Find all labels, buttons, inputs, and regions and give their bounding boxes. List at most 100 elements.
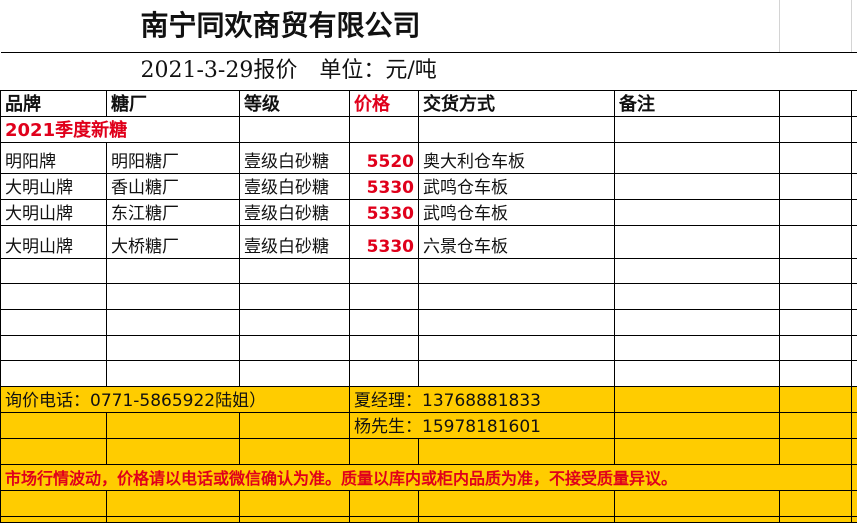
cell[interactable] [107,258,240,283]
manager-xia-phone[interactable]: 夏经理：13768881833 [350,386,615,412]
brand-cell[interactable]: 大明山牌 [1,225,107,258]
cell[interactable] [240,490,350,516]
cell[interactable] [780,516,852,522]
delivery-cell[interactable]: 武鸣仓车板 [419,199,615,225]
cell[interactable] [615,0,780,52]
cell[interactable] [419,258,615,283]
cell[interactable] [240,360,350,386]
factory-cell[interactable]: 明阳糖厂 [107,142,240,173]
cell[interactable] [240,309,350,335]
cell[interactable] [350,516,419,522]
cell[interactable] [107,360,240,386]
cell[interactable] [350,258,419,283]
header-remark[interactable]: 备注 [615,90,780,116]
cell[interactable] [780,490,852,516]
cell[interactable] [419,438,615,464]
cell[interactable] [615,335,780,360]
cell[interactable] [350,309,419,335]
factory-cell[interactable]: 大桥糖厂 [107,225,240,258]
cell[interactable] [780,309,852,335]
cell[interactable] [107,412,240,438]
cell[interactable] [780,173,852,199]
cell[interactable] [240,116,350,142]
cell[interactable] [780,412,852,438]
header-grade[interactable]: 等级 [240,90,350,116]
cell[interactable] [852,309,857,335]
cell[interactable] [1,283,107,309]
cell[interactable] [350,335,419,360]
cell[interactable] [780,116,852,142]
cell[interactable] [852,173,857,199]
cell[interactable] [350,490,419,516]
cell[interactable] [780,283,852,309]
cell[interactable] [107,335,240,360]
cell[interactable] [107,516,240,522]
cell[interactable] [350,438,419,464]
remark-cell[interactable] [615,142,780,173]
cell[interactable] [419,283,615,309]
remark-cell[interactable] [615,225,780,258]
factory-cell[interactable]: 香山糖厂 [107,173,240,199]
cell[interactable] [780,438,852,464]
cell[interactable] [240,335,350,360]
remark-cell[interactable] [615,173,780,199]
cell[interactable] [615,516,780,522]
section-label[interactable]: 2021季度新糖 [1,116,240,142]
price-cell[interactable]: 5330 [350,199,419,225]
cell[interactable] [615,283,780,309]
cell[interactable] [852,360,857,386]
grade-cell[interactable]: 壹级白砂糖 [240,173,350,199]
header-price[interactable]: 价格 [350,90,419,116]
factory-cell[interactable]: 东江糖厂 [107,199,240,225]
cell[interactable] [852,438,857,464]
cell[interactable] [780,360,852,386]
cell[interactable] [240,258,350,283]
cell[interactable] [780,258,852,283]
cell[interactable] [852,283,857,309]
header-delivery[interactable]: 交货方式 [419,90,615,116]
cell[interactable] [780,225,852,258]
market-notice[interactable]: 市场行情波动，价格请以电话或微信确认为准。质量以库内或柜内品质为准，不接受质量异… [1,464,852,490]
cell[interactable] [852,412,857,438]
cell[interactable] [240,438,350,464]
cell[interactable] [852,116,857,142]
mr-yang-phone[interactable]: 杨先生：15978181601 [350,412,615,438]
cell[interactable] [419,490,615,516]
grade-cell[interactable]: 壹级白砂糖 [240,142,350,173]
cell[interactable] [780,90,852,116]
cell[interactable] [107,438,240,464]
cell[interactable] [615,116,780,142]
brand-cell[interactable]: 大明山牌 [1,173,107,199]
header-factory[interactable]: 糖厂 [107,90,240,116]
cell[interactable] [107,490,240,516]
delivery-cell[interactable]: 奥大利仓车板 [419,142,615,173]
cell[interactable] [780,199,852,225]
cell[interactable] [615,490,780,516]
brand-cell[interactable]: 明阳牌 [1,142,107,173]
cell[interactable] [240,516,350,522]
cell[interactable] [852,142,857,173]
cell[interactable] [615,412,780,438]
grade-cell[interactable]: 壹级白砂糖 [240,225,350,258]
remark-cell[interactable] [615,199,780,225]
cell[interactable] [852,258,857,283]
price-cell[interactable]: 5520 [350,142,419,173]
cell[interactable] [1,309,107,335]
cell[interactable] [615,438,780,464]
cell[interactable] [419,516,615,522]
cell[interactable] [107,309,240,335]
cell[interactable] [350,360,419,386]
cell[interactable] [1,335,107,360]
cell[interactable] [852,199,857,225]
cell[interactable] [852,490,857,516]
cell[interactable] [1,258,107,283]
header-brand[interactable]: 品牌 [1,90,107,116]
cell[interactable] [852,386,857,412]
cell[interactable] [419,309,615,335]
grade-cell[interactable]: 壹级白砂糖 [240,199,350,225]
cell[interactable] [1,360,107,386]
cell[interactable] [1,412,107,438]
cell[interactable] [780,142,852,173]
cell[interactable] [852,335,857,360]
price-cell[interactable]: 5330 [350,173,419,199]
